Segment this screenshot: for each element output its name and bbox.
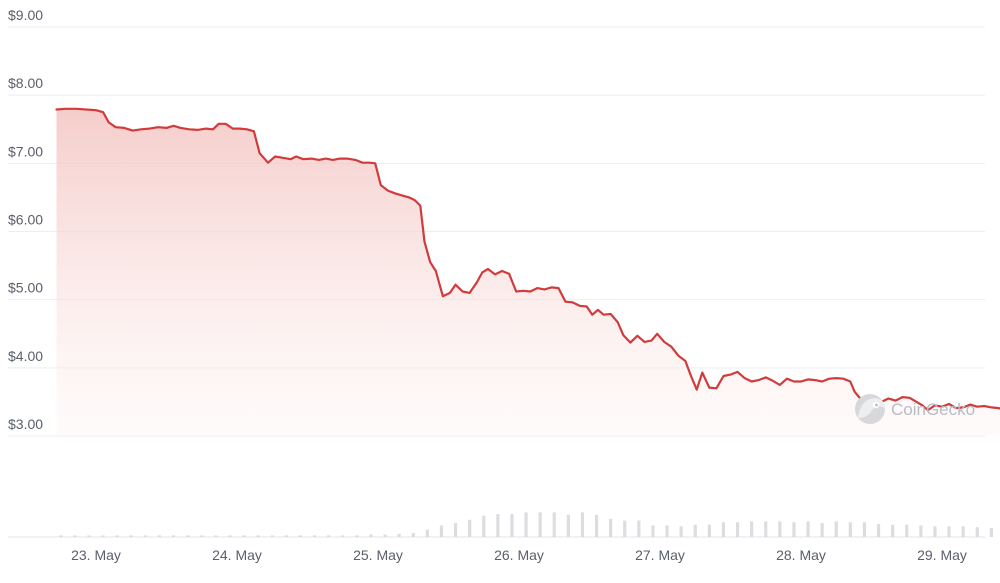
- y-tick-label: $8.00: [8, 75, 43, 91]
- volume-bar: [87, 535, 91, 537]
- y-tick-label: $4.00: [8, 348, 43, 364]
- x-tick-label: 29. May: [917, 547, 967, 563]
- volume-bar: [129, 535, 133, 537]
- volume-bar: [214, 535, 218, 537]
- volume-bar: [411, 532, 415, 537]
- y-tick-label: $6.00: [8, 212, 43, 228]
- x-tick-label: 27. May: [635, 547, 685, 563]
- volume-bar: [298, 535, 303, 537]
- volume-bar: [101, 535, 105, 537]
- volume-bar: [397, 533, 401, 537]
- volume-bar: [623, 520, 627, 537]
- volume-bars: [59, 512, 993, 537]
- volume-bar: [383, 534, 387, 537]
- volume-bar: [242, 535, 246, 537]
- volume-bar: [594, 514, 599, 537]
- volume-bar: [735, 522, 740, 537]
- volume-bar: [186, 535, 190, 537]
- volume-bar: [919, 525, 923, 537]
- volume-bar: [510, 514, 514, 537]
- volume-bar: [764, 521, 768, 537]
- volume-bar: [200, 535, 204, 537]
- volume-bar: [792, 522, 796, 537]
- volume-bar: [665, 525, 669, 537]
- volume-bar: [369, 534, 373, 537]
- volume-bar: [425, 529, 429, 537]
- volume-bar: [848, 522, 852, 537]
- volume-bar: [524, 512, 528, 537]
- volume-bar: [905, 524, 909, 537]
- volume-bar: [453, 523, 458, 537]
- volume-bar: [312, 535, 317, 537]
- price-line: [55, 107, 1000, 412]
- volume-bar: [157, 535, 162, 537]
- volume-bar: [947, 526, 951, 537]
- volume-bar: [876, 523, 881, 537]
- volume-bar: [891, 524, 895, 537]
- x-tick-label: 23. May: [71, 547, 121, 563]
- volume-bar: [468, 519, 472, 537]
- volume-bar: [143, 535, 147, 537]
- volume-bar: [73, 535, 77, 537]
- watermark: CoinGecko: [855, 394, 975, 424]
- volume-bar: [693, 524, 697, 537]
- volume-bar: [989, 527, 993, 537]
- volume-bar: [580, 512, 585, 537]
- y-tick-label: $3.00: [8, 416, 43, 432]
- volume-bar: [115, 535, 119, 537]
- volume-bar: [552, 512, 556, 537]
- volume-bar: [820, 523, 824, 537]
- volume-bar: [778, 521, 782, 537]
- volume-bar: [566, 514, 570, 537]
- volume-bar: [270, 535, 274, 537]
- x-tick-label: 28. May: [776, 547, 826, 563]
- x-axis-labels: 23. May 24. May 25. May 26. May 27. May 28. M…: [71, 547, 967, 563]
- volume-bar: [496, 514, 500, 537]
- volume-bar: [806, 521, 810, 537]
- x-tick-label: 26. May: [494, 547, 544, 563]
- volume-bar: [651, 525, 655, 537]
- gecko-logo-icon: [855, 394, 885, 424]
- volume-bar: [637, 520, 641, 537]
- volume-bar: [679, 526, 683, 537]
- volume-bar: [228, 535, 232, 537]
- y-tick-label: $9.00: [8, 7, 43, 23]
- volume-bar: [284, 535, 288, 537]
- volume-bar: [609, 518, 613, 537]
- volume-bar: [538, 512, 542, 537]
- volume-bar: [862, 522, 867, 537]
- volume-bar: [721, 522, 726, 537]
- volume-bar: [975, 527, 979, 537]
- volume-bar: [327, 535, 331, 537]
- watermark-text: CoinGecko: [891, 400, 975, 419]
- volume-bar: [256, 535, 260, 537]
- y-tick-label: $7.00: [8, 143, 43, 159]
- x-tick-label: 25. May: [353, 547, 403, 563]
- volume-bar: [355, 535, 359, 537]
- volume-bar: [171, 535, 176, 537]
- volume-bar: [482, 515, 486, 537]
- volume-bar: [707, 524, 711, 537]
- volume-bar: [933, 526, 937, 537]
- volume-bar: [439, 525, 444, 537]
- volume-bar: [750, 521, 754, 537]
- volume-bar: [961, 526, 965, 537]
- volume-bar: [341, 535, 345, 537]
- y-axis-labels: $9.00 $8.00 $7.00 $6.00 $5.00 $4.00 $3.00: [8, 7, 43, 432]
- volume-bar: [59, 535, 63, 537]
- x-tick-label: 24. May: [212, 547, 262, 563]
- price-area-fill: [56, 108, 1000, 436]
- volume-bar: [834, 521, 838, 537]
- y-tick-label: $5.00: [8, 280, 43, 296]
